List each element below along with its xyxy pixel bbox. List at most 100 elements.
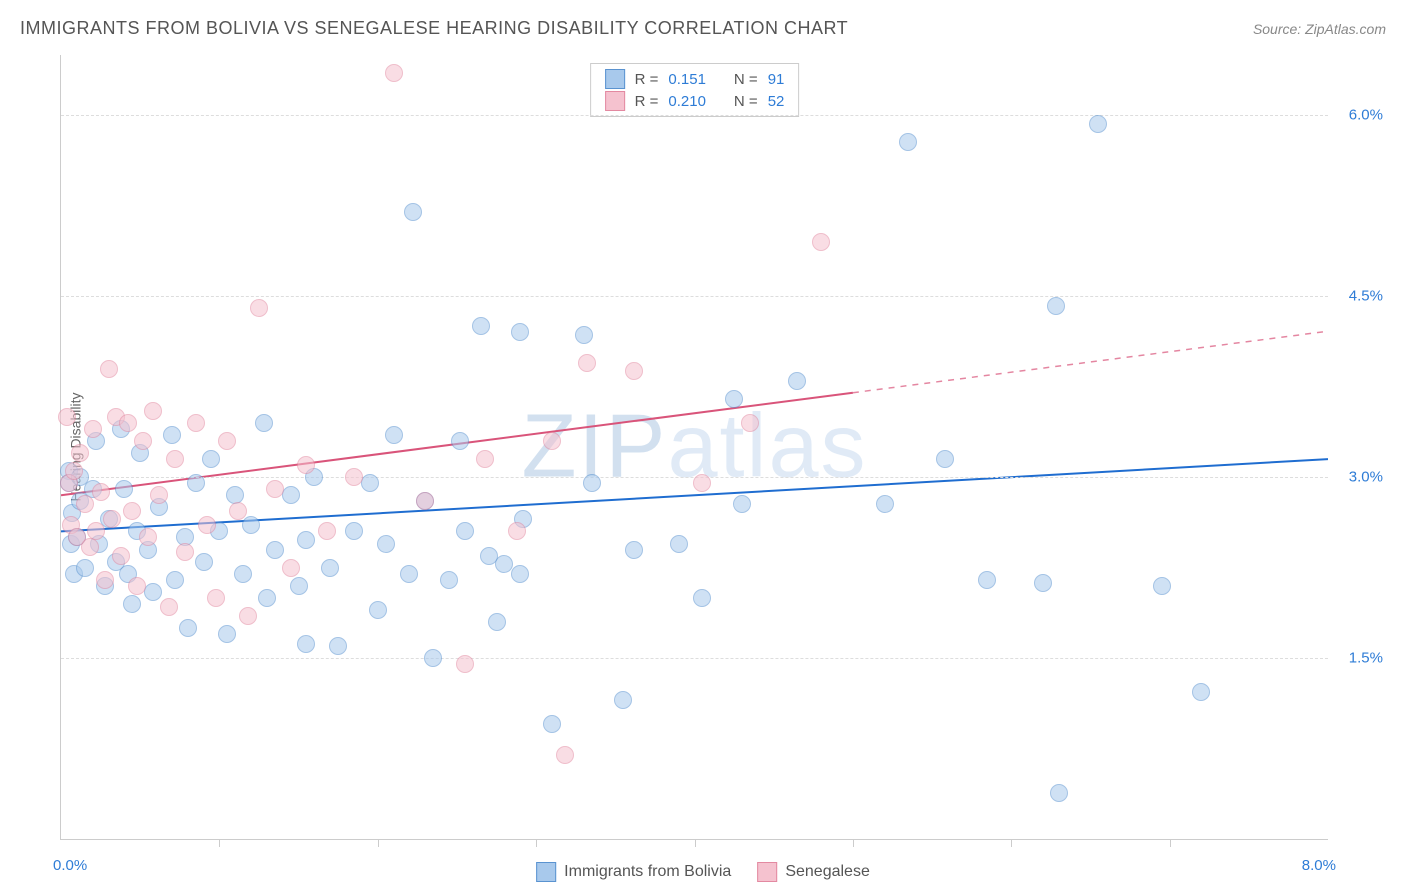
x-tick [536, 839, 537, 847]
data-point [416, 492, 434, 510]
n-label: N = [734, 93, 758, 110]
data-point [876, 495, 894, 513]
legend-item-senegalese: Senegalese [757, 862, 870, 882]
data-point [1192, 683, 1210, 701]
data-point [144, 402, 162, 420]
data-point [96, 571, 114, 589]
data-point [899, 133, 917, 151]
data-point [978, 571, 996, 589]
x-tick [378, 839, 379, 847]
data-point [76, 495, 94, 513]
data-point [321, 559, 339, 577]
data-point [266, 480, 284, 498]
x-axis-min-label: 0.0% [53, 857, 87, 874]
x-tick [1170, 839, 1171, 847]
data-point [1034, 574, 1052, 592]
data-point [741, 414, 759, 432]
data-point [936, 450, 954, 468]
data-point [187, 474, 205, 492]
source-attribution: Source: ZipAtlas.com [1253, 21, 1386, 37]
data-point [234, 565, 252, 583]
data-point [139, 528, 157, 546]
data-point [229, 502, 247, 520]
data-point [282, 486, 300, 504]
n-label: N = [734, 71, 758, 88]
data-point [239, 607, 257, 625]
trend-lines [61, 55, 1328, 839]
data-point [456, 655, 474, 673]
data-point [476, 450, 494, 468]
y-tick-label: 6.0% [1349, 107, 1383, 124]
data-point [166, 450, 184, 468]
swatch-bolivia-icon [536, 862, 556, 882]
x-axis-max-label: 8.0% [1302, 857, 1336, 874]
r-label: R = [635, 71, 659, 88]
data-point [361, 474, 379, 492]
series-legend: Immigrants from Bolivia Senegalese [536, 862, 870, 882]
data-point [472, 317, 490, 335]
legend-item-bolivia: Immigrants from Bolivia [536, 862, 731, 882]
data-point [65, 462, 83, 480]
data-point [451, 432, 469, 450]
scatter-chart: ZIPatlas Hearing Disability R = 0.151 N … [60, 55, 1328, 840]
data-point [297, 456, 315, 474]
data-point [87, 522, 105, 540]
data-point [725, 390, 743, 408]
data-point [58, 408, 76, 426]
legend-row-bolivia: R = 0.151 N = 91 [605, 68, 785, 90]
legend-row-senegalese: R = 0.210 N = 52 [605, 90, 785, 112]
data-point [329, 637, 347, 655]
r-label: R = [635, 93, 659, 110]
data-point [242, 516, 260, 534]
data-point [1050, 784, 1068, 802]
swatch-senegalese [605, 91, 625, 111]
data-point [733, 495, 751, 513]
chart-title: IMMIGRANTS FROM BOLIVIA VS SENEGALESE HE… [20, 18, 848, 39]
data-point [144, 583, 162, 601]
data-point [693, 589, 711, 607]
data-point [198, 516, 216, 534]
data-point [345, 468, 363, 486]
data-point [788, 372, 806, 390]
data-point [134, 432, 152, 450]
data-point [508, 522, 526, 540]
data-point [543, 715, 561, 733]
source-prefix: Source: [1253, 21, 1301, 37]
data-point [250, 299, 268, 317]
data-point [128, 577, 146, 595]
data-point [575, 326, 593, 344]
data-point [112, 547, 130, 565]
data-point [297, 531, 315, 549]
data-point [385, 64, 403, 82]
data-point [511, 323, 529, 341]
legend-label-bolivia: Immigrants from Bolivia [564, 863, 731, 881]
data-point [424, 649, 442, 667]
r-value-bolivia: 0.151 [668, 71, 706, 88]
data-point [115, 480, 133, 498]
data-point [377, 535, 395, 553]
data-point [123, 502, 141, 520]
swatch-senegalese-icon [757, 862, 777, 882]
data-point [456, 522, 474, 540]
data-point [81, 538, 99, 556]
data-point [318, 522, 336, 540]
data-point [400, 565, 418, 583]
source-site: ZipAtlas.com [1305, 21, 1386, 37]
data-point [345, 522, 363, 540]
data-point [71, 444, 89, 462]
correlation-legend: R = 0.151 N = 91 R = 0.210 N = 52 [590, 63, 800, 117]
legend-label-senegalese: Senegalese [785, 863, 870, 881]
n-value-senegalese: 52 [768, 93, 785, 110]
chart-header: IMMIGRANTS FROM BOLIVIA VS SENEGALESE HE… [20, 18, 1386, 39]
data-point [160, 598, 178, 616]
data-point [297, 635, 315, 653]
data-point [488, 613, 506, 631]
gridline [61, 658, 1328, 659]
swatch-bolivia [605, 69, 625, 89]
data-point [290, 577, 308, 595]
data-point [92, 483, 110, 501]
gridline [61, 115, 1328, 116]
y-tick-label: 4.5% [1349, 288, 1383, 305]
x-tick [1011, 839, 1012, 847]
data-point [1153, 577, 1171, 595]
